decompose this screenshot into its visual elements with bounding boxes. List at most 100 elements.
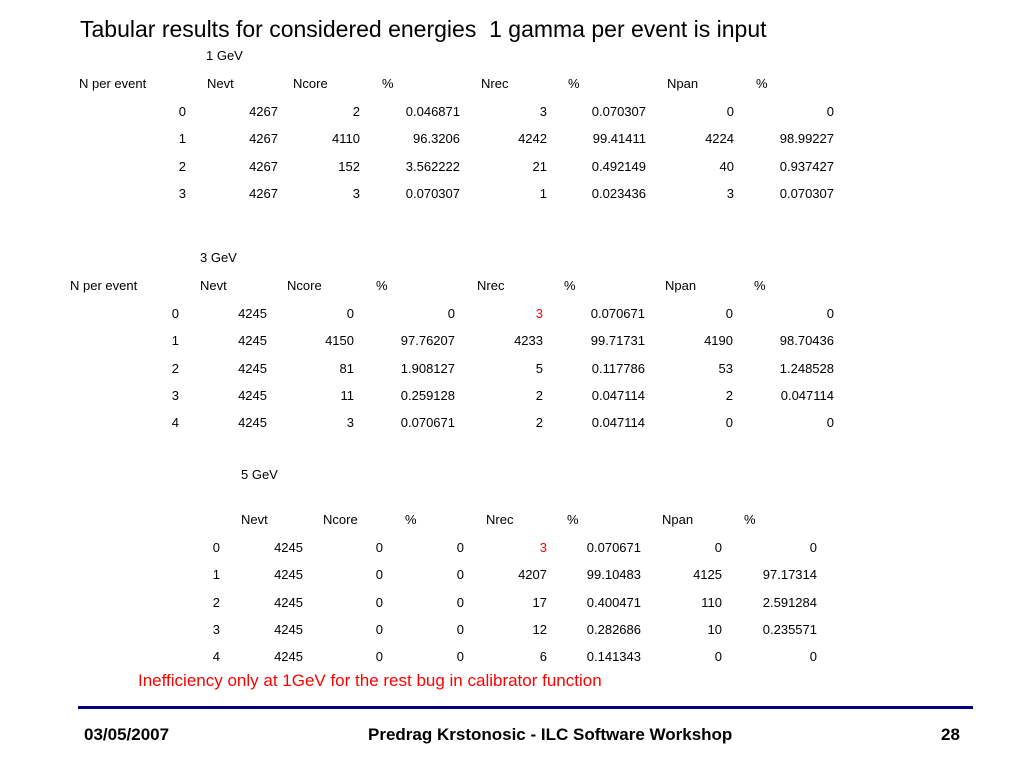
table-cell: 0 xyxy=(826,306,834,321)
table-cell: 4267 xyxy=(249,159,278,174)
table-cell: 1 xyxy=(212,567,220,582)
energy-label: 1 GeV xyxy=(206,48,243,63)
table-cell: 0.259128 xyxy=(400,388,455,403)
table-cell: 4245 xyxy=(238,388,267,403)
table-cell: 98.70436 xyxy=(779,333,834,348)
table-cell: 4190 xyxy=(704,333,733,348)
table-cell: 0.141343 xyxy=(586,649,641,664)
table-cell: 99.71731 xyxy=(590,333,645,348)
footer-title: Predrag Krstonosic - ILC Software Worksh… xyxy=(368,725,733,744)
table-cell: 4233 xyxy=(514,333,543,348)
table-cell: 2.591284 xyxy=(762,595,817,610)
column-header: % xyxy=(744,512,756,527)
table-cell: 1.248528 xyxy=(779,361,834,376)
table-cell: 1 xyxy=(178,131,186,146)
table-cell: 2 xyxy=(352,104,360,119)
table-cell: 0.070307 xyxy=(591,104,646,119)
table-cell: 0 xyxy=(725,306,733,321)
table-cell: 0 xyxy=(725,415,733,430)
table-cell: 0 xyxy=(171,306,179,321)
table-cell: 0 xyxy=(809,540,817,555)
table-cell: 0.047114 xyxy=(780,388,834,403)
table-cell: 12 xyxy=(532,622,547,637)
table-cell: 4 xyxy=(171,415,179,430)
table-cell: 0 xyxy=(375,567,383,582)
table-cell: 0.070671 xyxy=(586,540,641,555)
table-cell: 4125 xyxy=(693,567,722,582)
table-cell: 0 xyxy=(178,104,186,119)
table-cell: 0 xyxy=(714,649,722,664)
table-cell: 4245 xyxy=(238,361,267,376)
table-cell: 0.023436 xyxy=(591,186,646,201)
slide-title: Tabular results for considered energies … xyxy=(80,16,767,42)
page-number: 28 xyxy=(941,725,960,744)
column-header: Nrec xyxy=(477,278,505,293)
table-cell: 0 xyxy=(456,567,464,582)
table-cell: 17 xyxy=(532,595,547,610)
table-cell: 2 xyxy=(171,361,179,376)
table-cell: 0.047114 xyxy=(591,388,645,403)
column-header: Nrec xyxy=(486,512,514,527)
table-cell: 11 xyxy=(340,388,355,403)
table-cell: 0 xyxy=(714,540,722,555)
column-header: % xyxy=(567,512,579,527)
column-header: % xyxy=(376,278,388,293)
table-cell: 0 xyxy=(212,540,220,555)
table-cell: 0.070307 xyxy=(405,186,460,201)
table-cell: 0.070671 xyxy=(400,415,455,430)
column-header: N per event xyxy=(70,278,138,293)
column-header: % xyxy=(405,512,417,527)
column-header: % xyxy=(754,278,766,293)
table-cell: 4267 xyxy=(249,131,278,146)
table-cell: 4150 xyxy=(325,333,354,348)
table-cell: 0.937427 xyxy=(779,159,834,174)
table-cell: 1 xyxy=(539,186,547,201)
column-header: % xyxy=(568,76,580,91)
table-cell: 99.10483 xyxy=(586,567,641,582)
inefficiency-note: Inefficiency only at 1GeV for the rest b… xyxy=(138,671,602,690)
column-header: Npan xyxy=(667,76,699,91)
table-cell: 0.046871 xyxy=(405,104,460,119)
energy-label: 3 GeV xyxy=(200,250,237,265)
column-header: N per event xyxy=(79,76,147,91)
table-cell: 4267 xyxy=(249,104,278,119)
table-cell: 0.235571 xyxy=(762,622,817,637)
table-cell: 97.76207 xyxy=(400,333,455,348)
table-cell: 0.492149 xyxy=(591,159,646,174)
column-header: % xyxy=(382,76,394,91)
table-cell: 0 xyxy=(346,306,354,321)
table-cell: 3 xyxy=(212,622,220,637)
table-cell: 0.070307 xyxy=(779,186,834,201)
table-cell: 4245 xyxy=(238,333,267,348)
table-cell: 1 xyxy=(171,333,179,348)
table-cell: 0 xyxy=(375,622,383,637)
table-cell: 4110 xyxy=(332,131,360,146)
table-cell: 0.117786 xyxy=(591,361,645,376)
table-cell: 3 xyxy=(535,306,543,321)
table-cell: 0 xyxy=(456,649,464,664)
column-header: Nevt xyxy=(200,278,227,293)
table-cell: 99.41411 xyxy=(592,131,646,146)
table-cell: 3 xyxy=(539,104,547,119)
table-cell: 0 xyxy=(375,595,383,610)
table-cell: 4245 xyxy=(274,595,303,610)
column-header: Npan xyxy=(665,278,697,293)
table-cell: 2 xyxy=(535,388,543,403)
table-cell: 0.282686 xyxy=(586,622,641,637)
table-cell: 3 xyxy=(346,415,354,430)
table-cell: 4245 xyxy=(274,649,303,664)
column-header: Ncore xyxy=(323,512,358,527)
table-cell: 0.047114 xyxy=(591,415,645,430)
table-cell: 4245 xyxy=(238,306,267,321)
table-cell: 0 xyxy=(375,540,383,555)
table-cell: 4245 xyxy=(274,567,303,582)
table-cell: 3.562222 xyxy=(405,159,460,174)
table-cell: 4245 xyxy=(274,622,303,637)
table-cell: 21 xyxy=(532,159,547,174)
energy-label: 5 GeV xyxy=(241,467,278,482)
table-cell: 3 xyxy=(539,540,547,555)
table-cell: 0 xyxy=(456,595,464,610)
table-cell: 96.3206 xyxy=(413,131,460,146)
table-cell: 2 xyxy=(725,388,733,403)
table-cell: 98.99227 xyxy=(779,131,834,146)
